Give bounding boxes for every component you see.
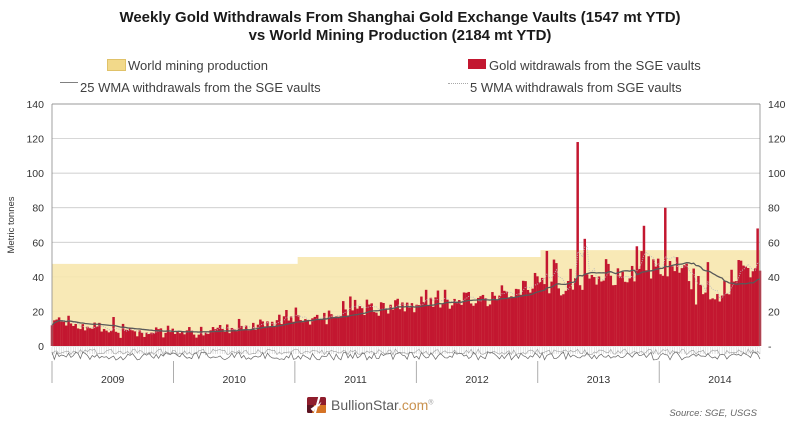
svg-text:100: 100 [768, 168, 786, 180]
svg-text:60: 60 [768, 237, 780, 249]
svg-text:140: 140 [768, 99, 786, 111]
svg-text:2010: 2010 [222, 374, 246, 386]
svg-text:0: 0 [38, 341, 44, 353]
svg-text:40: 40 [32, 272, 44, 284]
svg-text:2011: 2011 [344, 374, 367, 386]
svg-text:120: 120 [26, 134, 44, 146]
svg-text:-: - [768, 341, 772, 353]
svg-text:100: 100 [26, 168, 44, 180]
svg-text:Metric tonnes: Metric tonnes [6, 196, 17, 253]
svg-text:20: 20 [32, 306, 44, 318]
svg-text:2013: 2013 [587, 374, 611, 386]
svg-text:80: 80 [32, 203, 44, 215]
svg-text:80: 80 [768, 203, 780, 215]
svg-text:60: 60 [32, 237, 44, 249]
svg-text:40: 40 [768, 272, 780, 284]
svg-text:20: 20 [768, 306, 780, 318]
svg-text:2014: 2014 [708, 374, 732, 386]
svg-text:2012: 2012 [465, 374, 489, 386]
svg-text:120: 120 [768, 134, 786, 146]
svg-text:2009: 2009 [101, 374, 125, 386]
svg-text:140: 140 [26, 99, 44, 111]
